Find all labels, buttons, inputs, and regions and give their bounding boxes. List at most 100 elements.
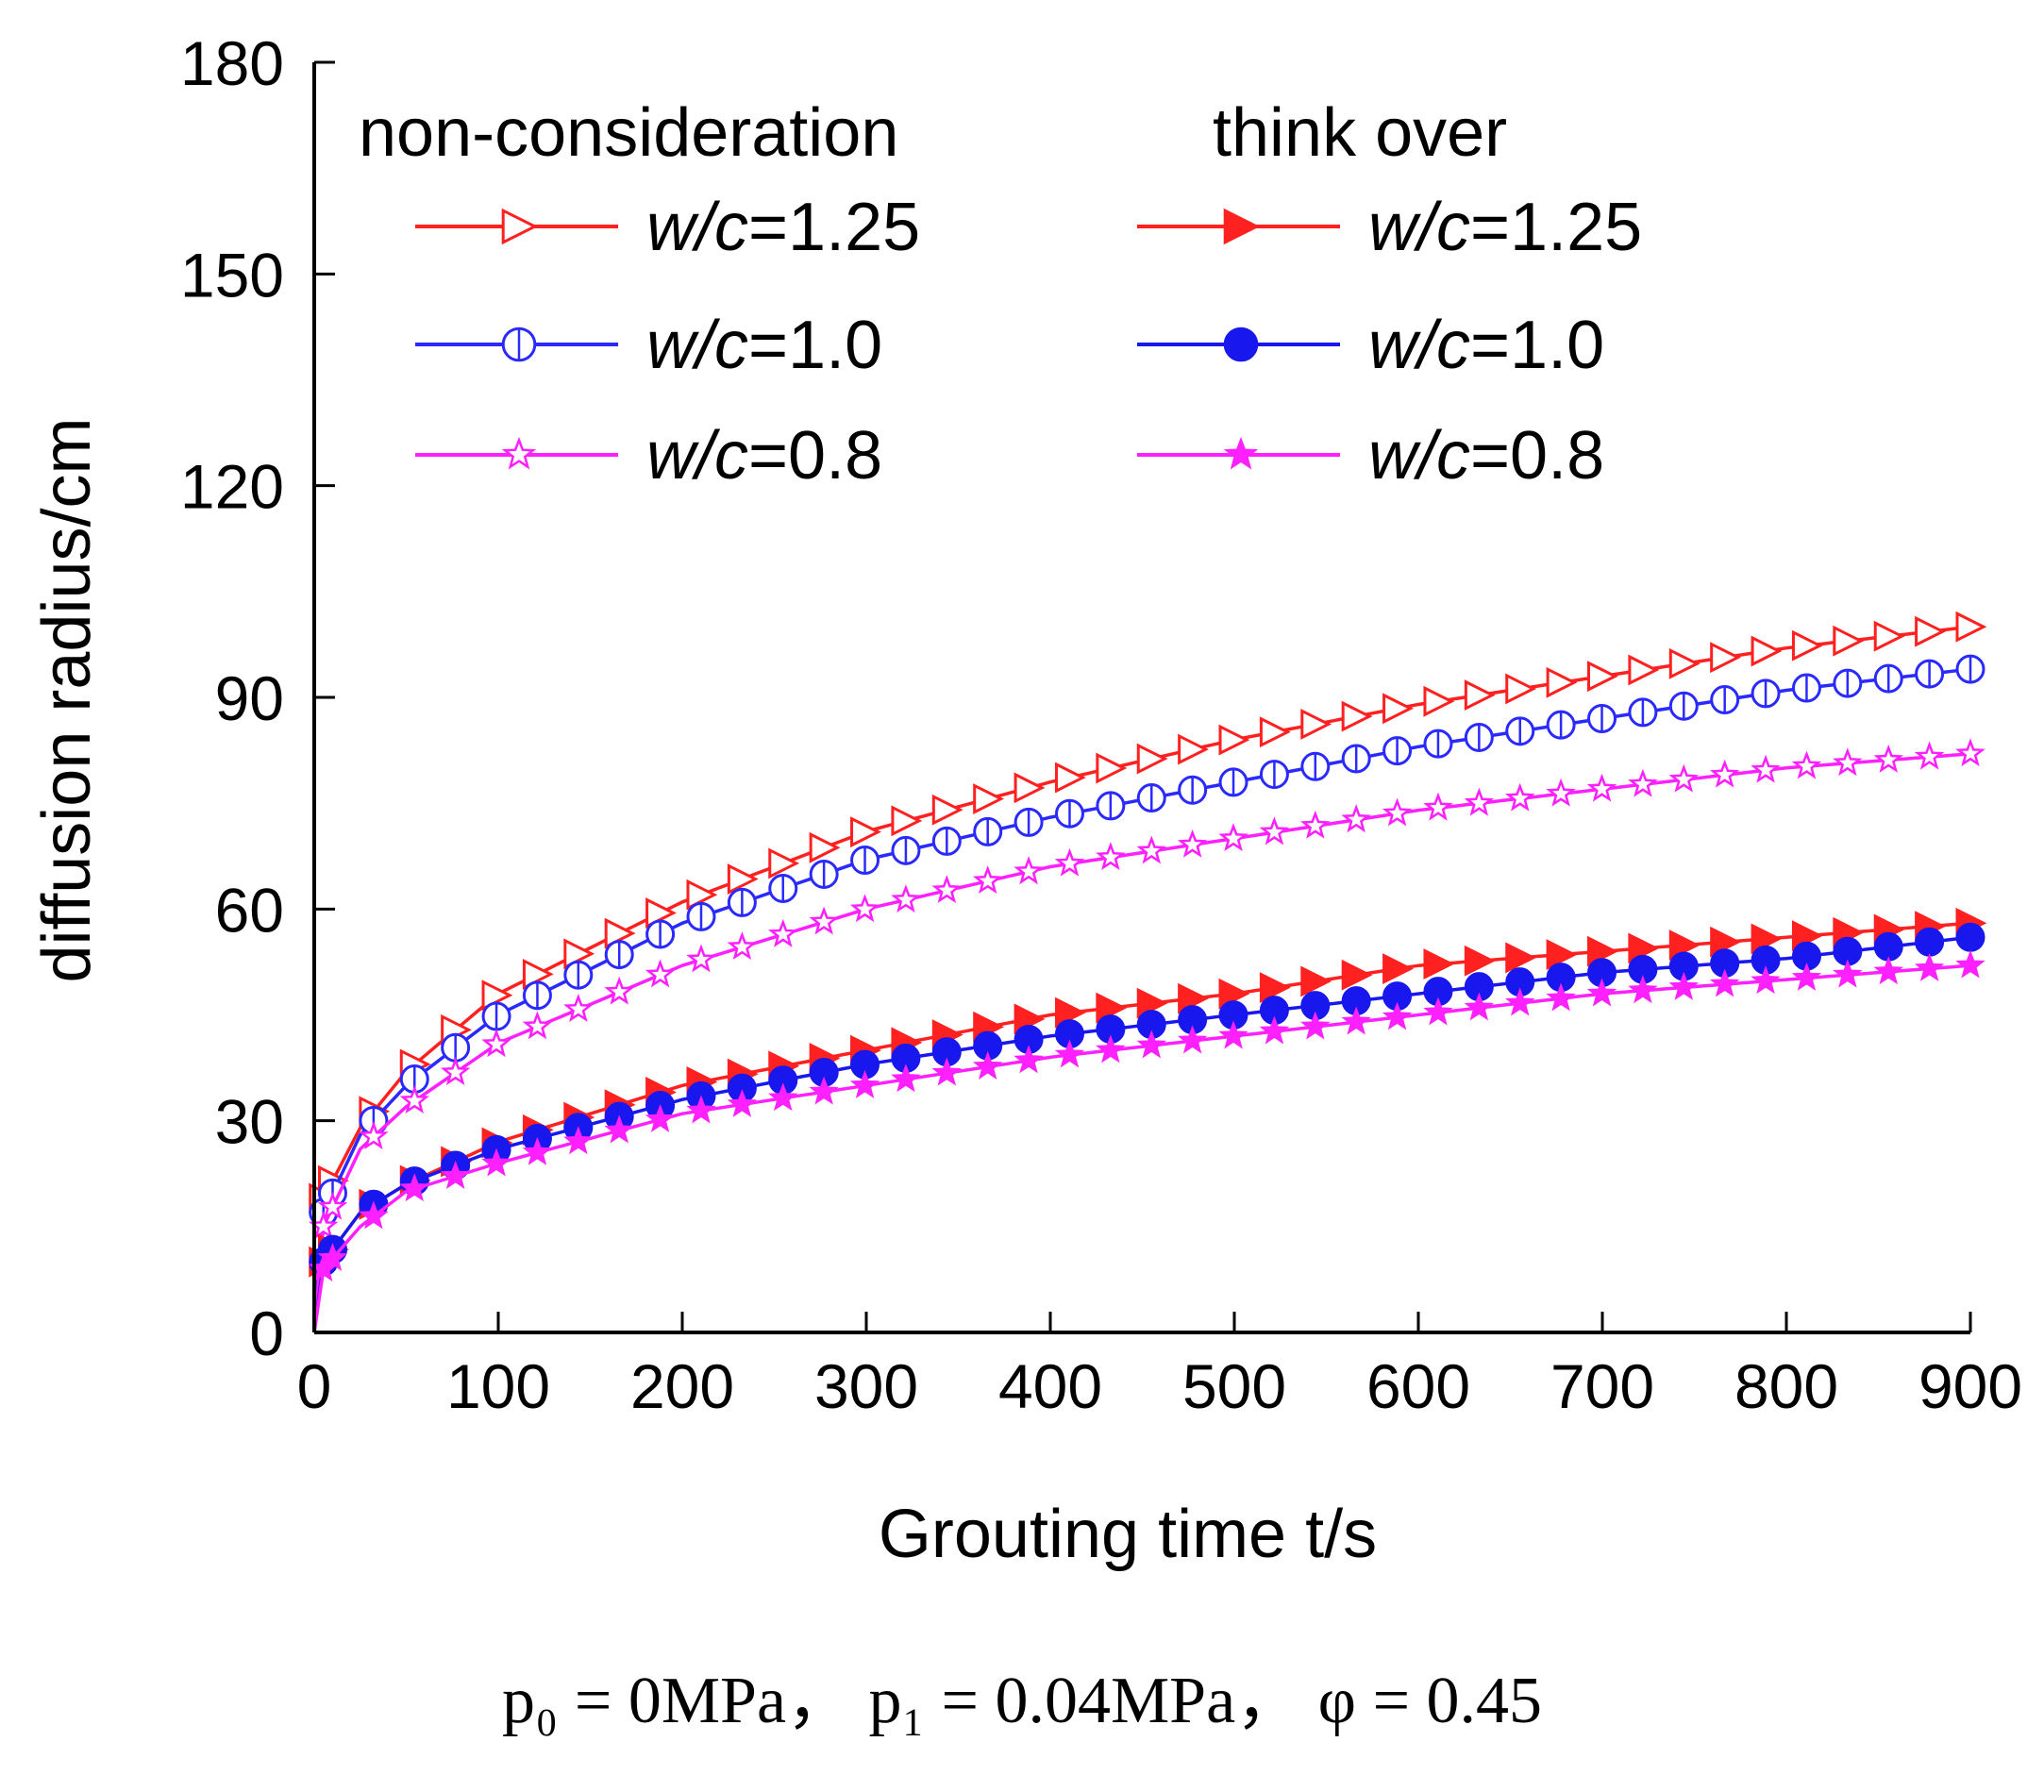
y-tick-label: 90 bbox=[215, 663, 284, 733]
data-point-marker bbox=[1014, 1045, 1044, 1074]
data-point-marker bbox=[1873, 744, 1903, 773]
x-tick-label: 400 bbox=[998, 1351, 1102, 1421]
data-point-marker bbox=[1382, 797, 1413, 827]
series-think-over-wc-0.8 bbox=[309, 949, 1985, 1333]
legend-label: w/c=0.8 bbox=[646, 418, 882, 494]
data-point-marker bbox=[440, 1160, 471, 1189]
data-point-marker bbox=[686, 944, 716, 973]
legend-label-w: w/ bbox=[646, 190, 721, 265]
legend-label-c: c bbox=[714, 190, 748, 265]
data-point-marker bbox=[1259, 972, 1291, 1003]
data-point-marker bbox=[1546, 778, 1576, 807]
data-point-marker bbox=[1505, 987, 1535, 1016]
data-point-marker bbox=[1791, 962, 1822, 991]
data-point-marker bbox=[1505, 942, 1537, 974]
data-point-marker bbox=[1751, 965, 1781, 995]
data-point-marker bbox=[1382, 1001, 1413, 1030]
data-point-marker bbox=[604, 976, 635, 1005]
data-point-marker bbox=[1341, 804, 1372, 833]
data-point-marker bbox=[1668, 647, 1701, 679]
data-point-marker bbox=[1586, 978, 1617, 1007]
data-point-marker bbox=[563, 1126, 594, 1155]
data-point-marker bbox=[1628, 768, 1658, 797]
y-tick-label: 150 bbox=[180, 240, 284, 310]
data-point-marker bbox=[1914, 952, 1945, 981]
data-point-marker bbox=[522, 1011, 553, 1040]
data-point-marker bbox=[1628, 975, 1658, 1004]
data-point-marker bbox=[1751, 754, 1781, 783]
data-point-marker bbox=[1218, 724, 1250, 756]
data-point-marker bbox=[1955, 611, 1987, 643]
data-point-marker bbox=[645, 1103, 676, 1132]
legend-label-w: w/ bbox=[646, 308, 721, 383]
legend-entry: w/c=1.0 bbox=[1137, 308, 1604, 383]
data-point-marker bbox=[1873, 620, 1905, 652]
legend-label-w: w/ bbox=[1368, 418, 1443, 494]
legend-label: w/c=1.0 bbox=[1368, 308, 1604, 383]
data-point-marker bbox=[1218, 1020, 1248, 1049]
data-point-marker bbox=[1300, 965, 1332, 997]
data-point-marker bbox=[849, 894, 880, 923]
data-point-marker bbox=[563, 994, 594, 1022]
data-point-marker bbox=[727, 863, 759, 895]
data-point-marker bbox=[1873, 956, 1903, 985]
data-point-marker bbox=[809, 1076, 839, 1105]
series-non-consideration-wc-1.0 bbox=[309, 654, 1985, 1333]
legend-label-c: c bbox=[714, 308, 748, 383]
data-point-marker bbox=[1054, 762, 1086, 794]
data-point-marker bbox=[768, 1082, 798, 1112]
series-line bbox=[312, 752, 1971, 1333]
data-point-marker bbox=[1955, 738, 1985, 767]
legend-entry: w/c=1.25 bbox=[1137, 190, 1642, 265]
legend: non-consideration think over w/c=1.25w/c… bbox=[359, 95, 1642, 494]
data-point-marker bbox=[1178, 733, 1209, 765]
data-point-marker bbox=[891, 1063, 921, 1093]
data-point-marker bbox=[1300, 708, 1332, 740]
legend-marker bbox=[1223, 208, 1261, 245]
x-tick-label: 0 bbox=[297, 1351, 332, 1421]
data-point-marker bbox=[1464, 992, 1495, 1021]
data-point-marker bbox=[1833, 625, 1865, 657]
data-point-marker bbox=[1709, 759, 1740, 788]
legend-label: w/c=1.0 bbox=[646, 308, 882, 383]
data-point-marker bbox=[727, 1088, 758, 1117]
legend-group-title-think-over: think over bbox=[1213, 95, 1507, 171]
data-point-marker bbox=[1546, 982, 1576, 1012]
data-point-marker bbox=[359, 1121, 389, 1149]
data-point-marker bbox=[1218, 823, 1248, 852]
legend-entry: w/c=1.25 bbox=[415, 190, 920, 265]
legend-label-value: =1.25 bbox=[748, 190, 920, 265]
data-point-marker bbox=[1014, 856, 1044, 885]
data-point-marker bbox=[686, 879, 718, 911]
data-point-marker bbox=[1751, 635, 1783, 667]
data-point-marker bbox=[1833, 959, 1863, 988]
data-point-marker bbox=[1668, 971, 1700, 1000]
data-point-marker bbox=[1177, 1025, 1208, 1054]
legend-label-c: c bbox=[714, 418, 748, 494]
legend-entry: w/c=0.8 bbox=[415, 418, 882, 494]
x-tick-label: 800 bbox=[1734, 1351, 1838, 1421]
data-point-marker bbox=[604, 1114, 635, 1144]
data-point-marker bbox=[1464, 679, 1496, 712]
series-think-over-wc-1.0 bbox=[309, 922, 1985, 1333]
data-point-marker bbox=[1382, 693, 1414, 725]
data-point-marker bbox=[1505, 673, 1537, 705]
series-non-consideration-wc-0.8 bbox=[309, 738, 1985, 1333]
x-tick-label: 900 bbox=[1918, 1351, 2022, 1421]
data-point-marker bbox=[1096, 1034, 1126, 1063]
data-point-marker bbox=[1833, 747, 1863, 777]
y-tick-label: 60 bbox=[215, 875, 284, 945]
data-point-marker bbox=[1914, 741, 1945, 770]
data-point-marker bbox=[809, 831, 841, 863]
legend-label: w/c=0.8 bbox=[1368, 418, 1604, 494]
legend-label-value: =0.8 bbox=[1470, 418, 1604, 494]
legend-label-value: =1.0 bbox=[1470, 308, 1604, 383]
data-point-marker bbox=[686, 1095, 716, 1124]
x-tick-label: 100 bbox=[446, 1351, 550, 1421]
data-point-marker bbox=[1423, 685, 1455, 717]
data-point-marker bbox=[1546, 666, 1578, 698]
data-point-marker bbox=[972, 1050, 1003, 1080]
legend-label-c: c bbox=[1436, 418, 1470, 494]
data-point-marker bbox=[1586, 773, 1617, 802]
data-point-marker bbox=[809, 906, 839, 935]
